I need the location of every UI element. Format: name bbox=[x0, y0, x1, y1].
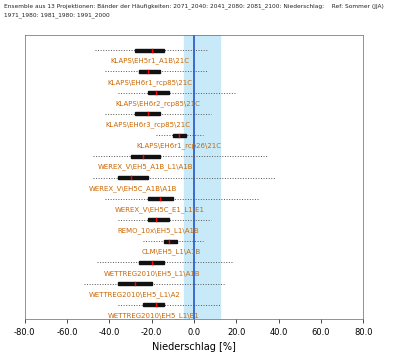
Text: Ensemble aus 13 Projektionen: Bänder der Häufigkeiten: 2071_2040: 2041_2080: 208: Ensemble aus 13 Projektionen: Bänder der… bbox=[4, 4, 384, 9]
Bar bbox=[147, 197, 173, 200]
Text: KLAPS\EH6r1_rcp26\21C: KLAPS\EH6r1_rcp26\21C bbox=[137, 143, 222, 149]
X-axis label: Niederschlag [%]: Niederschlag [%] bbox=[152, 342, 236, 352]
Text: WETTREG2010\EH5_L1\B1: WETTREG2010\EH5_L1\B1 bbox=[108, 312, 200, 319]
Bar bbox=[139, 261, 164, 264]
Bar bbox=[131, 155, 160, 158]
Text: KLAPS\EH6r3_rcp85\21C: KLAPS\EH6r3_rcp85\21C bbox=[105, 121, 190, 128]
Text: WEREX_V\EH5C_E1_L1\E1: WEREX_V\EH5C_E1_L1\E1 bbox=[115, 206, 205, 213]
Text: WEREX_V\EH5C_A1B\A1B: WEREX_V\EH5C_A1B\A1B bbox=[88, 185, 177, 192]
Bar bbox=[147, 218, 169, 222]
Text: KLAPS\EH5r1_A1B\21C: KLAPS\EH5r1_A1B\21C bbox=[110, 58, 189, 64]
Bar bbox=[118, 282, 152, 285]
Bar bbox=[147, 91, 169, 94]
Text: CLM\EH5_L1\A1B: CLM\EH5_L1\A1B bbox=[141, 249, 200, 255]
Text: 1971_1980: 1981_1980: 1991_2000: 1971_1980: 1981_1980: 1991_2000 bbox=[4, 12, 110, 18]
Bar bbox=[183, 35, 220, 319]
Bar bbox=[135, 113, 160, 115]
Text: WETTREG2010\EH5_L1\A1B: WETTREG2010\EH5_L1\A1B bbox=[104, 270, 200, 276]
Text: KLAPS\EH6r1_rcp85\21C: KLAPS\EH6r1_rcp85\21C bbox=[107, 79, 192, 86]
Bar bbox=[164, 240, 177, 242]
Bar bbox=[143, 303, 164, 306]
Bar bbox=[118, 176, 147, 179]
Text: WETTREG2010\EH5_L1\A2: WETTREG2010\EH5_L1\A2 bbox=[89, 291, 181, 298]
Bar bbox=[173, 133, 186, 137]
Bar bbox=[139, 70, 160, 73]
Text: WEREX_V\EH5_A1B_L1\A1B: WEREX_V\EH5_A1B_L1\A1B bbox=[98, 164, 193, 171]
Text: KLAPS\EH6r2_rcp85\21C: KLAPS\EH6r2_rcp85\21C bbox=[116, 100, 201, 107]
Text: REMO_10x\EH5_L1\A1B: REMO_10x\EH5_L1\A1B bbox=[117, 227, 199, 234]
Bar bbox=[135, 49, 164, 52]
